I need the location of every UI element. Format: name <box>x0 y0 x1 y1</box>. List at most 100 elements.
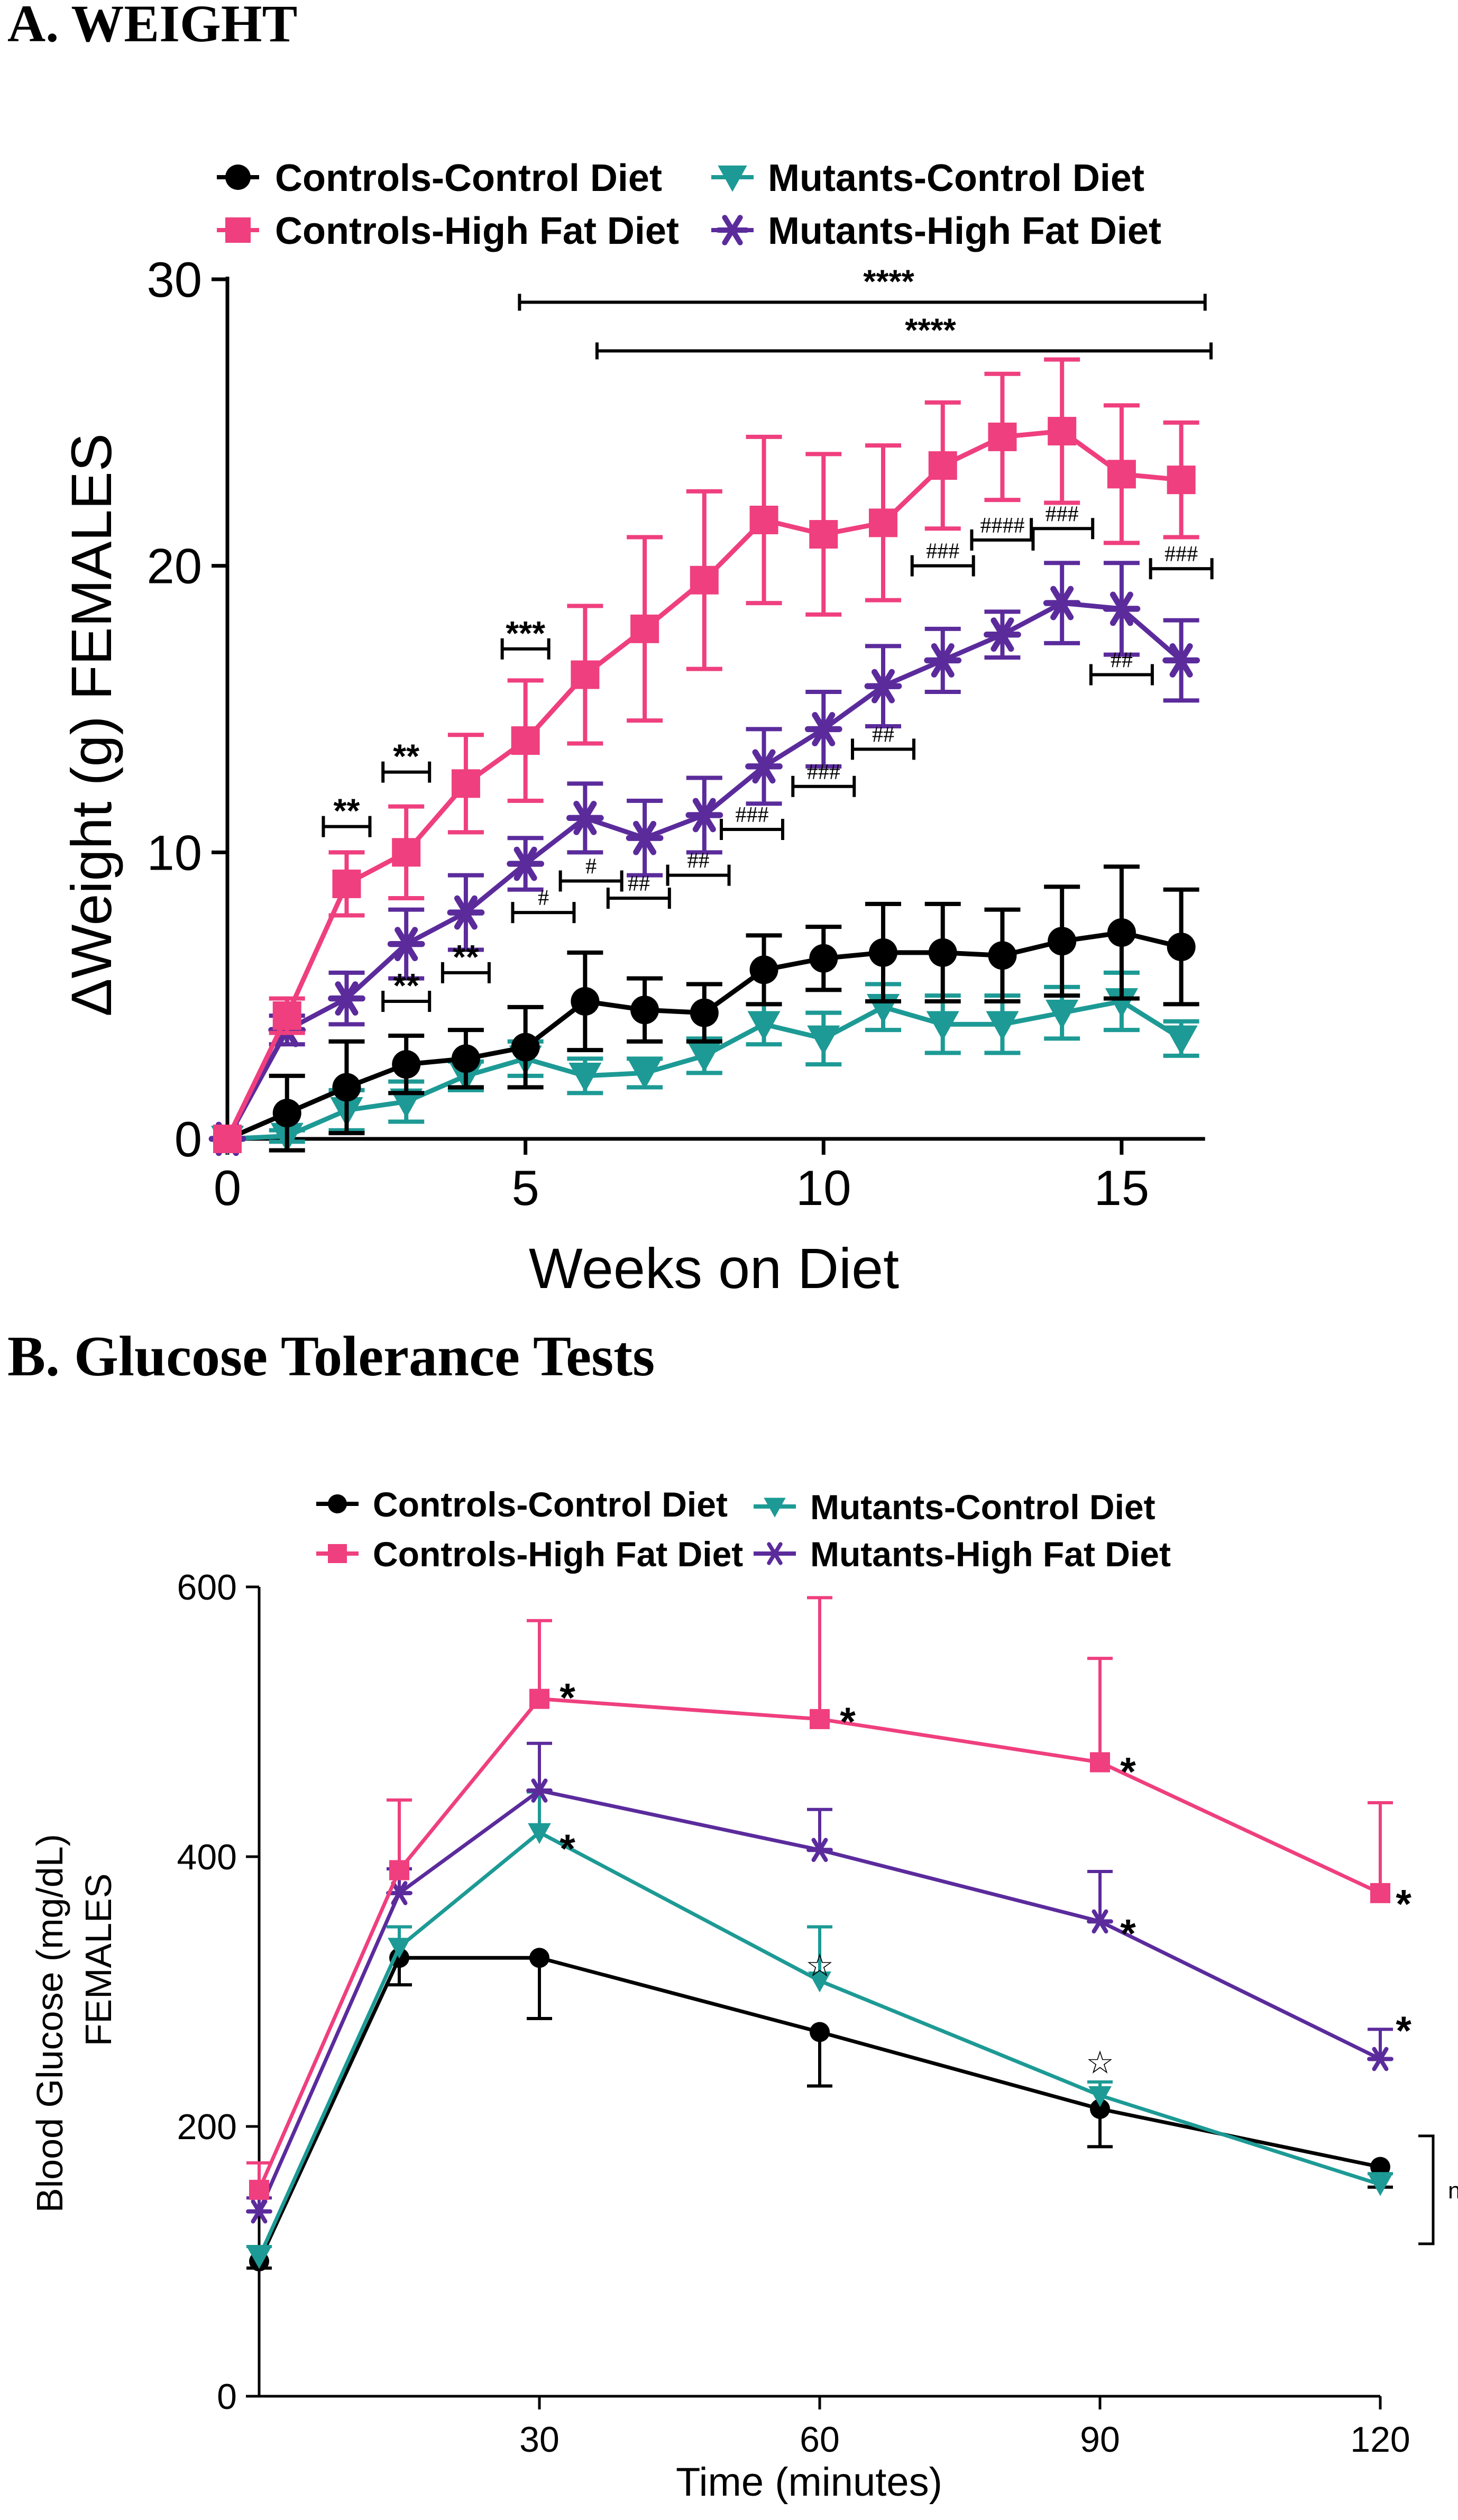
y-axis-title-line2: FEMALES <box>78 1874 119 2047</box>
data-point <box>1090 1752 1110 1773</box>
annotation-label: ## <box>872 723 894 747</box>
asterisk-annotation: * <box>560 1675 575 1720</box>
data-point <box>808 1971 831 1993</box>
data-point <box>928 451 957 480</box>
data-point <box>386 1881 412 1905</box>
y-axis-title: ΔWeight (g) FEMALES <box>59 433 123 1016</box>
annotation-label: ** <box>393 737 419 775</box>
data-point <box>1164 1025 1198 1055</box>
data-point <box>1048 927 1077 956</box>
legend-marker-mutants-control-diet <box>718 165 747 192</box>
annotation-label: ## <box>628 872 650 896</box>
data-point <box>1167 465 1196 495</box>
x-tick-label: 120 <box>1350 2419 1410 2460</box>
open-star-annotation: ☆ <box>805 1948 834 1983</box>
data-point <box>1369 2175 1392 2196</box>
legend-label-controls-high-fat-diet: Controls-High Fat Diet <box>373 1535 743 1574</box>
data-point <box>451 1044 480 1073</box>
data-point <box>387 927 425 962</box>
series-mutants-high-fat-diet <box>246 1741 1393 2224</box>
series-controls-high-fat-diet <box>246 1596 1393 2200</box>
y-tick-label: 600 <box>177 1567 237 1608</box>
y-tick-label: 0 <box>217 2377 237 2417</box>
glucose-chart: 0 200 400 600 30 60 90 120 Time (minutes) Blood G… <box>29 1485 1458 2505</box>
data-point <box>810 1709 830 1729</box>
annotation-label: # <box>538 886 549 910</box>
data-point <box>1043 586 1081 620</box>
data-point <box>986 1011 1019 1041</box>
legend-label-controls-control-diet: Controls-Control Diet <box>275 157 662 199</box>
asterisk-annotation: * <box>1120 1750 1136 1795</box>
y-axis-title-line1: Blood Glucose (mg/dL) <box>29 1834 70 2213</box>
legend-label-mutants-high-fat-diet: Mutants-High Fat Diet <box>768 210 1161 252</box>
data-point <box>1087 1909 1113 1934</box>
asterisk-annotation: * <box>1396 1882 1411 1926</box>
data-point <box>745 749 783 784</box>
x-tick-label: 10 <box>796 1160 851 1216</box>
y-tick-label: 30 <box>146 252 202 307</box>
y-tick-label: 400 <box>177 1837 237 1877</box>
data-point <box>687 1043 721 1072</box>
annotation-label: ## <box>687 849 710 873</box>
series-line <box>257 1830 1381 2258</box>
data-point <box>249 2179 269 2200</box>
legend-marker-controls-high-fat-diet <box>225 217 251 243</box>
data-point <box>807 1025 840 1055</box>
annotation-label: ** <box>393 966 419 1005</box>
legend-label-controls-control-diet: Controls-Control Diet <box>373 1485 728 1524</box>
legend-a: Controls-Control Diet Mutants-Control Die… <box>217 157 1161 252</box>
data-point <box>213 1125 242 1153</box>
open-star-annotation: ☆ <box>1086 2045 1114 2080</box>
data-point <box>389 1860 409 1880</box>
data-point <box>451 769 480 798</box>
x-axis-title: Weeks on Diet <box>529 1236 899 1300</box>
x-tick-label: 30 <box>519 2419 560 2460</box>
data-point <box>511 726 540 755</box>
data-point <box>328 981 365 1016</box>
x-tick-label: 5 <box>511 1160 539 1216</box>
annotation-label: #### <box>980 514 1024 538</box>
data-point <box>1103 591 1141 626</box>
annotation-label: ## <box>1111 649 1133 673</box>
significance-label: **** <box>863 263 914 300</box>
data-point <box>809 520 838 549</box>
significance-label: **** <box>905 312 956 349</box>
data-point <box>1107 460 1136 489</box>
data-point <box>332 1073 361 1102</box>
legend-marker-mutants-control-diet <box>764 1498 786 1518</box>
data-point <box>926 1011 959 1041</box>
data-point <box>809 944 838 973</box>
x-tick-label: 15 <box>1094 1160 1150 1216</box>
ns-bracket <box>1418 2134 1435 2245</box>
data-point <box>810 2022 830 2042</box>
data-point <box>804 712 842 746</box>
legend-label-controls-high-fat-diet: Controls-High Fat Diet <box>275 210 679 252</box>
y-tick-label: 20 <box>146 538 202 594</box>
annotation-label: ### <box>926 540 959 564</box>
data-point <box>526 1778 553 1803</box>
annotation-label: # <box>585 855 597 879</box>
asterisk-annotation: * <box>840 1700 856 1745</box>
data-point <box>1088 2086 1112 2107</box>
data-point <box>1090 2098 1110 2119</box>
panel-a-title: A. WEIGHT <box>7 0 297 53</box>
data-point <box>1370 1883 1390 1903</box>
weight-chart: 0 10 20 30 0 5 10 15 Weeks on Diet ΔWeight (g) FE… <box>59 157 1214 1300</box>
data-point <box>246 2199 272 2224</box>
annotation-label: ### <box>1046 502 1079 526</box>
annotation-label: ### <box>736 803 769 827</box>
data-point <box>1105 988 1138 1018</box>
data-point <box>528 1823 551 1844</box>
data-point <box>1167 933 1196 962</box>
data-point <box>984 617 1021 652</box>
data-point <box>1107 918 1136 947</box>
series-line <box>257 1956 1381 2262</box>
series-controls-control-diet <box>246 1948 1393 2271</box>
data-point <box>1367 2047 1393 2071</box>
data-point <box>690 565 719 595</box>
data-point <box>390 1088 423 1118</box>
data-point <box>928 938 957 967</box>
legend-marker-controls-high-fat-diet <box>328 1544 347 1563</box>
data-point <box>924 643 962 678</box>
